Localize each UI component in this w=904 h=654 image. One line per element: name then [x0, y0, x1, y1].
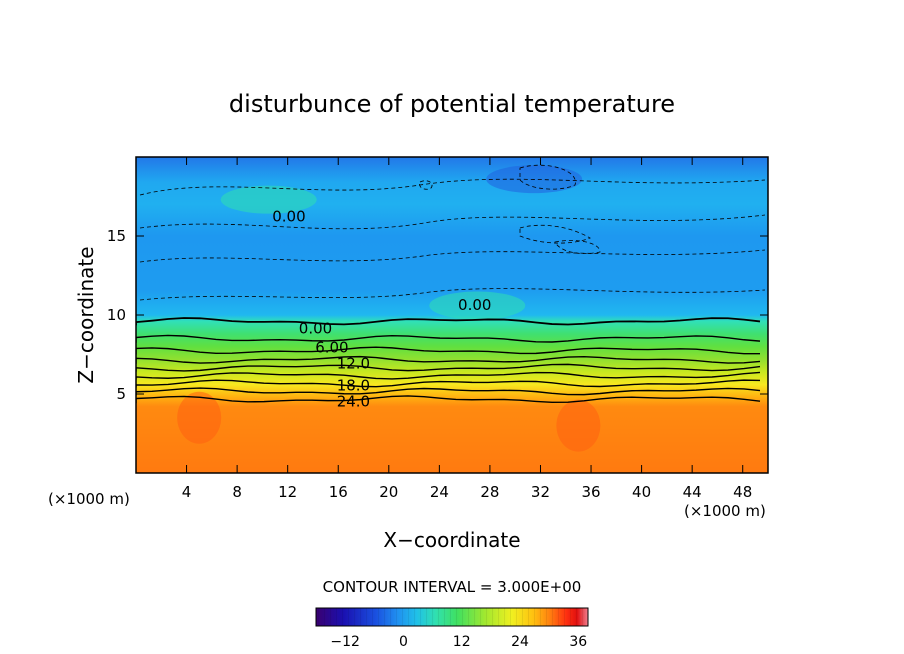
- contour-interval-note: CONTOUR INTERVAL = 3.000E+00: [323, 578, 582, 596]
- chart-title: disturbunce of potential temperature: [229, 90, 675, 118]
- x-tick-label: 28: [480, 483, 499, 501]
- x-tick-label: 20: [379, 483, 398, 501]
- colorbar-frame: [315, 607, 589, 627]
- colorbar-tick-label: 0: [399, 634, 408, 650]
- contour-label: 0.00: [272, 207, 305, 225]
- y-tick-label: 10: [107, 306, 126, 324]
- y-tick-label: 15: [107, 227, 126, 245]
- anomaly-patch: [220, 185, 317, 214]
- anomaly-patch: [429, 291, 526, 320]
- contour-line: [136, 363, 761, 372]
- x-unit-label-right: (×1000 m): [684, 502, 766, 520]
- anomaly-patch: [556, 399, 601, 452]
- x-tick-label: 32: [531, 483, 550, 501]
- colorbar-tick-label: 36: [569, 634, 587, 650]
- contour-label: 6.00: [315, 339, 348, 357]
- x-axis: 4 8 12 16 20 24 28 32 36 40 44 48: [182, 157, 752, 501]
- plot-area: [136, 157, 768, 473]
- y-axis-label: Z−coordinate: [74, 246, 98, 383]
- contour-label: 0.00: [458, 296, 491, 314]
- contour-line: [136, 387, 761, 396]
- x-tick-label: 8: [232, 483, 242, 501]
- contour-line: [136, 346, 761, 355]
- x-tick-label: 12: [278, 483, 297, 501]
- x-tick-label: 44: [683, 483, 702, 501]
- colorbar-tick-label: −12: [330, 634, 360, 650]
- x-tick-label: 16: [329, 483, 348, 501]
- x-tick-label: 36: [581, 483, 600, 501]
- colorbar-tick-label: 12: [453, 634, 471, 650]
- contour-line: [136, 395, 761, 404]
- contour-label: 12.0: [337, 354, 370, 372]
- contour-label: 24.0: [337, 392, 370, 410]
- contour-label: 18.0: [337, 377, 370, 395]
- contour-lines: [136, 317, 761, 404]
- contour-label: 0.00: [299, 320, 332, 338]
- y-axis: 5 10 15: [107, 227, 768, 403]
- x-tick-label: 24: [430, 483, 449, 501]
- colorbar-tick-label: 24: [511, 634, 529, 650]
- contour-line: [136, 317, 761, 326]
- contour-line: [136, 371, 761, 380]
- colorbar: −12 0 12 24 36: [315, 607, 589, 650]
- x-axis-label: X−coordinate: [383, 528, 520, 552]
- contour-line: [136, 379, 761, 388]
- contour-line: [136, 355, 761, 364]
- contour-line: [136, 334, 761, 343]
- x-tick-label: 4: [182, 483, 192, 501]
- anomaly-patch: [177, 391, 222, 444]
- colorbar-ticks: −12 0 12 24 36: [330, 634, 587, 650]
- x-unit-label-left: (×1000 m): [48, 490, 130, 508]
- negative-contours: [139, 164, 766, 301]
- y-tick-label: 5: [116, 385, 126, 403]
- x-tick-label: 40: [632, 483, 651, 501]
- x-tick-label: 48: [733, 483, 752, 501]
- anomaly-patches: [177, 165, 601, 452]
